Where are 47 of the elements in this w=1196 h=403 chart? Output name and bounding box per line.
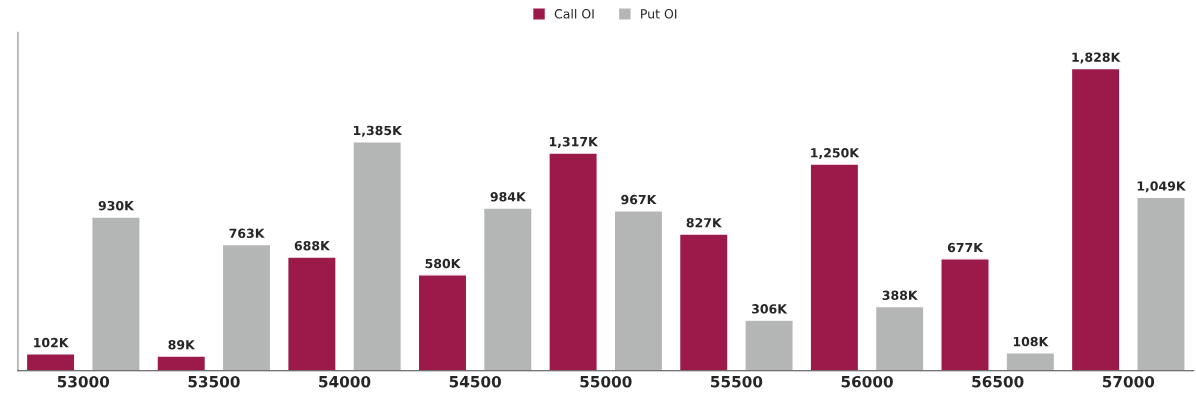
- bar: [221, 243, 272, 371]
- bar: [940, 258, 990, 371]
- data-label: 108K: [1013, 336, 1049, 347]
- x-tick-label: 56500: [972, 375, 1024, 388]
- data-label: 930K: [98, 200, 135, 211]
- bar: [352, 141, 403, 371]
- x-tick-label: 55000: [580, 375, 632, 388]
- data-label: 580K: [425, 258, 461, 269]
- data-label: 1,250K: [811, 148, 860, 160]
- bar: [1070, 67, 1121, 371]
- bar: [91, 216, 141, 371]
- data-label: 306K: [752, 304, 788, 314]
- data-label: 1,828K: [1072, 52, 1121, 64]
- data-label: 827K: [686, 217, 723, 228]
- x-tick-label: 57000: [1102, 375, 1155, 388]
- legend-label: Put OI: [641, 9, 677, 19]
- bar: [548, 152, 598, 371]
- bar: [874, 305, 925, 371]
- data-label: 102K: [34, 337, 69, 348]
- data-label: 763K: [229, 228, 265, 239]
- legend-label: Call OI: [554, 8, 594, 19]
- x-tick-label: 53000: [57, 375, 110, 388]
- bar: [25, 353, 76, 371]
- bar: [482, 207, 533, 371]
- bar: [156, 355, 207, 371]
- bar: [613, 210, 664, 371]
- x-tick-label: 54000: [319, 375, 371, 388]
- data-label: 1,385K: [353, 125, 403, 137]
- data-label: 688K: [294, 240, 331, 251]
- data-label: 1,317K: [549, 136, 599, 149]
- x-tick-label: 54500: [449, 375, 501, 388]
- x-tick-label: 56000: [841, 375, 893, 388]
- x-tick-label: 55500: [711, 375, 763, 388]
- bar: [417, 274, 468, 371]
- data-label: 677K: [947, 242, 984, 253]
- data-label: 1,049K: [1137, 181, 1186, 193]
- bar: [744, 319, 794, 371]
- bar: [1136, 196, 1186, 371]
- bar: [678, 233, 729, 371]
- data-label: 388K: [882, 290, 918, 301]
- data-label: 984K: [490, 192, 527, 202]
- bar: [286, 256, 337, 371]
- data-label: 89K: [168, 340, 196, 350]
- x-tick-label: 53500: [188, 375, 240, 388]
- bar: [809, 163, 860, 371]
- bar: [1005, 352, 1056, 371]
- data-label: 967K: [621, 194, 657, 205]
